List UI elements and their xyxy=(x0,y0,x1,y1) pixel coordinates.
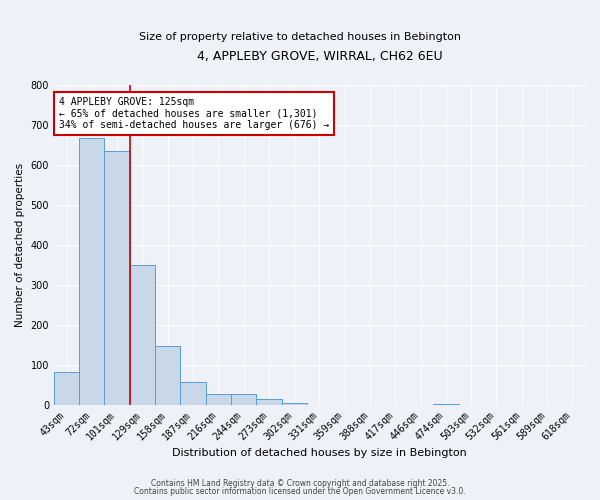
X-axis label: Distribution of detached houses by size in Bebington: Distribution of detached houses by size … xyxy=(172,448,467,458)
Text: Size of property relative to detached houses in Bebington: Size of property relative to detached ho… xyxy=(139,32,461,42)
Bar xyxy=(256,398,281,405)
Text: 4 APPLEBY GROVE: 125sqm
← 65% of detached houses are smaller (1,301)
34% of semi: 4 APPLEBY GROVE: 125sqm ← 65% of detache… xyxy=(59,97,329,130)
Text: Contains HM Land Registry data © Crown copyright and database right 2025.: Contains HM Land Registry data © Crown c… xyxy=(151,478,449,488)
Bar xyxy=(433,404,458,405)
Bar xyxy=(54,372,79,405)
Bar xyxy=(181,382,206,405)
Bar xyxy=(79,138,104,405)
Bar xyxy=(281,403,307,405)
Y-axis label: Number of detached properties: Number of detached properties xyxy=(15,163,25,327)
Text: Contains public sector information licensed under the Open Government Licence v3: Contains public sector information licen… xyxy=(134,487,466,496)
Title: 4, APPLEBY GROVE, WIRRAL, CH62 6EU: 4, APPLEBY GROVE, WIRRAL, CH62 6EU xyxy=(197,50,442,63)
Bar xyxy=(231,394,256,405)
Bar xyxy=(206,394,231,405)
Bar xyxy=(104,151,130,405)
Bar xyxy=(130,265,155,405)
Bar xyxy=(155,346,181,405)
